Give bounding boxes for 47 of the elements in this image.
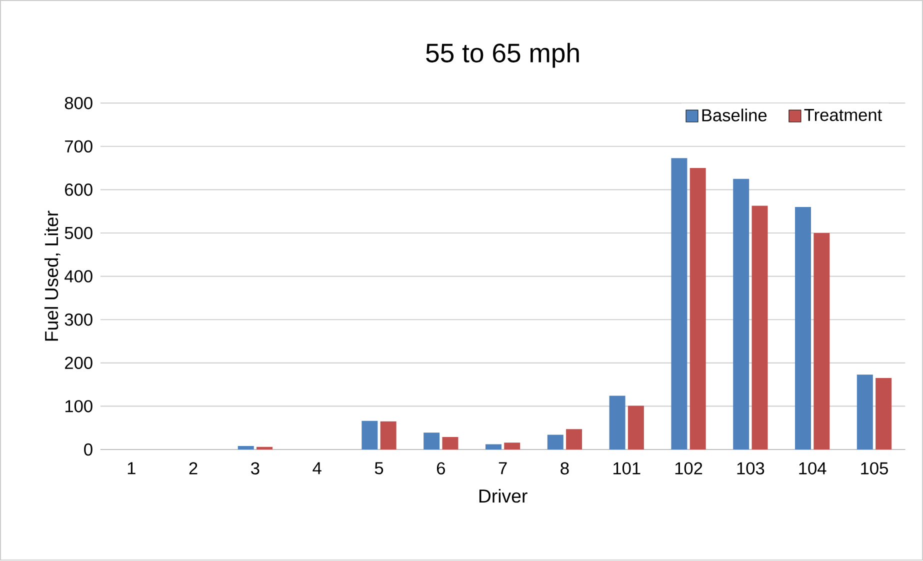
- bar: [442, 437, 458, 450]
- x-tick-label: 8: [560, 462, 569, 475]
- x-tick-label: 4: [312, 462, 322, 474]
- bar: [609, 396, 626, 450]
- bar: [814, 233, 830, 450]
- bar: [485, 444, 502, 450]
- x-tick-label: 103: [737, 462, 764, 475]
- x-tick-label: 101: [613, 462, 640, 475]
- x-tick-label: 104: [799, 462, 826, 475]
- y-tick-label: 600: [65, 184, 92, 196]
- bar: [256, 447, 273, 450]
- bar: [733, 179, 750, 450]
- x-axis-title: Driver: [479, 489, 528, 503]
- bar: [876, 378, 892, 450]
- y-tick-label: 200: [65, 356, 92, 370]
- bar: [690, 168, 706, 450]
- x-tick-label: 6: [436, 462, 445, 475]
- x-tick-label: 2: [189, 462, 198, 475]
- legend-label: Baseline: [702, 108, 767, 122]
- legend-label: Treatment: [804, 109, 882, 122]
- bar: [856, 374, 873, 450]
- x-tick-label: 105: [861, 462, 888, 475]
- bar: [504, 442, 520, 450]
- bar: [380, 422, 396, 450]
- y-tick-label: 800: [64, 97, 92, 110]
- bar: [547, 434, 564, 450]
- chart-title: 55 to 65 mph: [426, 43, 579, 68]
- x-tick-label: 1: [128, 462, 136, 474]
- bar: [566, 429, 582, 450]
- y-axis-title: Fuel Used, Liter: [44, 211, 60, 341]
- y-tick-label: 0: [84, 444, 92, 456]
- y-tick-label: 300: [64, 314, 92, 326]
- bar: [671, 158, 688, 450]
- bar: [238, 446, 254, 450]
- y-tick-label: 100: [65, 400, 92, 413]
- x-tick-label: 3: [251, 462, 260, 475]
- y-tick-label: 700: [65, 140, 92, 153]
- bar: [424, 432, 440, 450]
- bar: [752, 206, 768, 450]
- bar: [795, 207, 811, 450]
- x-tick-label: 7: [498, 462, 507, 474]
- bar: [628, 406, 644, 450]
- bar: [362, 421, 378, 450]
- x-tick-label: 102: [675, 462, 702, 475]
- y-tick-label: 500: [64, 227, 92, 240]
- y-tick-label: 400: [64, 270, 92, 283]
- x-tick-label: 5: [374, 462, 384, 474]
